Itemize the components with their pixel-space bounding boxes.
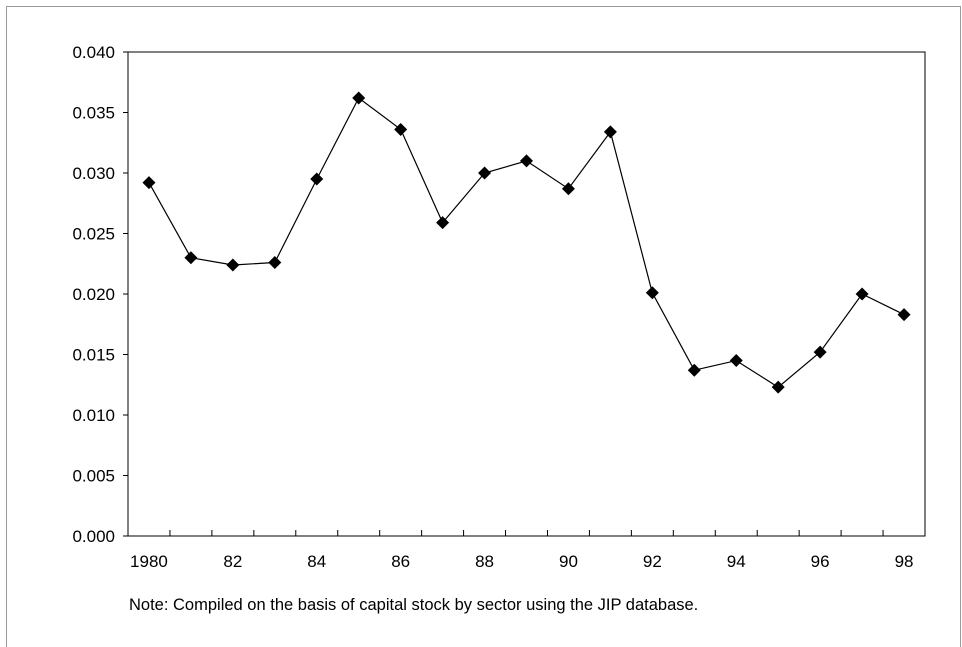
data-point-1994 [729,354,743,368]
data-point-1980 [142,176,156,190]
data-point-1989 [520,154,533,168]
data-point-1983 [268,256,282,270]
y-tick-label: 0.005 [72,467,115,486]
x-axis: 1980 82 84 86 88 90 92 94 96 98 [130,530,913,571]
plot-area [127,51,926,537]
data-point-1984 [310,172,324,186]
data-point-1996 [813,345,827,359]
data-point-1982 [226,258,240,272]
data-point-1997 [855,287,869,301]
data-point-1981 [184,251,198,265]
data-point-1986 [394,122,408,136]
figure-note: Note: Compiled on the basis of capital s… [129,596,699,614]
data-point-1995 [771,380,785,394]
data-point-1993 [687,363,701,377]
data-point-1985 [352,91,366,105]
data-point-1992 [645,286,659,300]
y-tick-label: 0.035 [72,104,115,123]
series-markers [142,91,911,394]
y-tick-label: 0.025 [72,225,115,244]
y-tick-label: 0.040 [72,43,115,62]
y-tick-label: 0.020 [72,285,115,304]
data-point-1990 [561,182,575,196]
x-tick-label: 90 [559,552,578,571]
x-tick-label: 82 [223,552,242,571]
y-axis: 0.000 0.005 0.010 0.015 0.020 0.025 0.030 0.035… [72,43,128,546]
x-tick-label: 96 [811,552,830,571]
x-tick-label: 88 [475,552,494,571]
x-tick-label: 94 [727,552,746,571]
x-tick-label: 98 [895,552,914,571]
x-tick-label: 1980 [130,552,168,571]
y-tick-label: 0.015 [72,346,115,365]
x-tick-label: 84 [307,552,326,571]
y-tick-label: 0.010 [72,406,115,425]
data-point-1991 [603,125,617,139]
x-tick-label: 92 [643,552,662,571]
series-line [148,97,905,388]
y-tick-label: 0.030 [72,164,115,183]
figure-frame [6,6,961,647]
data-point-1998 [897,308,911,322]
data-point-1988 [478,166,492,180]
y-tick-label: 0.000 [72,527,115,546]
data-point-1987 [436,216,450,230]
x-tick-label: 86 [391,552,410,571]
